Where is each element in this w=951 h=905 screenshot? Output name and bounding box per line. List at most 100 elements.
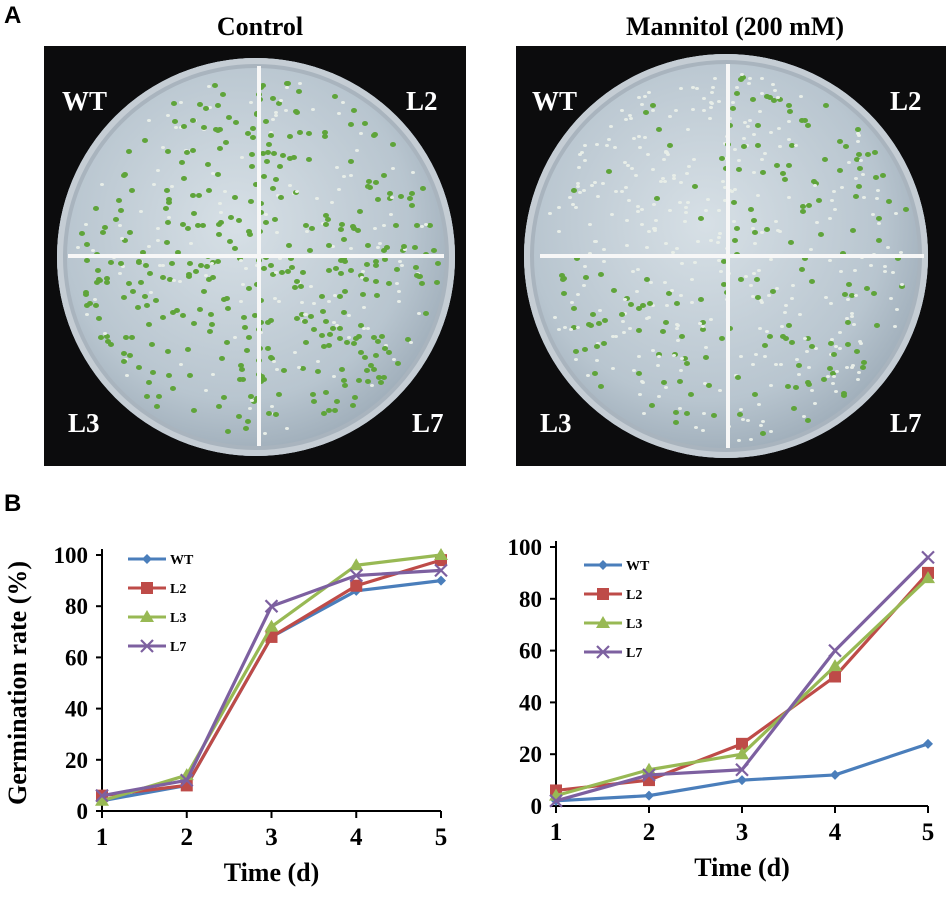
seedling (695, 87, 700, 90)
seedling (84, 302, 91, 308)
seedling (339, 366, 346, 372)
seedling (226, 239, 233, 245)
seedling (673, 301, 680, 307)
seedling (241, 314, 248, 320)
seedling (766, 95, 773, 101)
seedling (849, 365, 854, 369)
seedling (574, 256, 581, 262)
seedling (814, 220, 819, 224)
data-point-l7 (549, 794, 563, 808)
seedling (632, 136, 637, 140)
seedling (395, 281, 400, 285)
seedling (336, 111, 341, 115)
seedling (224, 306, 231, 312)
seedling (679, 180, 684, 184)
seedling (627, 114, 632, 118)
seedling (215, 231, 222, 237)
seedling (828, 217, 833, 221)
seedling (342, 258, 349, 264)
seedling (321, 130, 328, 136)
seedling (823, 296, 828, 300)
seedling (331, 93, 338, 99)
seedling (197, 262, 204, 268)
seedling (326, 407, 333, 413)
seedling (238, 258, 243, 262)
seedling (852, 322, 857, 326)
seedling (96, 315, 103, 321)
seedling (845, 342, 852, 348)
seedling (690, 301, 695, 305)
seedling (210, 172, 215, 176)
seedling (678, 333, 685, 339)
seedling (389, 142, 396, 147)
seedling (215, 171, 222, 177)
seedling (371, 334, 378, 340)
seedling (218, 210, 223, 214)
quadrant-label-l2: L2 (890, 86, 922, 116)
seedling (141, 137, 148, 143)
seedling (239, 155, 244, 159)
seedling (582, 274, 589, 280)
seedling (138, 210, 143, 214)
mannitol-germination-chart: 0 20 40 60 80 100 1 2 3 4 5 Time (d) WT L2 L3 L7 (508, 535, 935, 882)
seedling (274, 270, 279, 274)
seedling (700, 320, 707, 326)
seedling (298, 311, 305, 317)
seedling (269, 130, 274, 134)
seedling (637, 355, 642, 359)
seedling (716, 258, 721, 262)
seedling (837, 330, 842, 334)
seedling (245, 286, 252, 292)
seedling (827, 340, 834, 346)
seedling (261, 174, 268, 180)
seedling (362, 305, 367, 309)
seedling (889, 296, 893, 300)
seedling (826, 374, 831, 378)
seedling (115, 197, 122, 203)
seedling (745, 144, 750, 148)
seedling (581, 347, 588, 353)
seedling (637, 95, 642, 99)
seedling (830, 382, 835, 386)
seedling (786, 137, 791, 141)
seedling (127, 230, 134, 236)
seedling (372, 279, 379, 285)
seedling (380, 173, 387, 179)
seedling (188, 242, 193, 246)
seedling (722, 198, 727, 202)
data-point-wt (644, 790, 654, 801)
seedling (802, 255, 809, 261)
seedling (770, 97, 777, 103)
seedling (656, 394, 661, 398)
seedling (679, 293, 684, 297)
seedling (790, 284, 795, 288)
seedling (337, 258, 344, 264)
seedling (420, 225, 425, 229)
x-tick-label: 4 (829, 819, 842, 846)
seedling (221, 296, 228, 302)
seedling (376, 375, 383, 381)
seedling (274, 231, 279, 235)
seedling (628, 116, 633, 120)
seedling (769, 384, 774, 388)
seedling (839, 269, 844, 273)
seedling (125, 373, 130, 377)
seedling (361, 120, 368, 126)
seedling (754, 123, 761, 129)
seedling (232, 195, 239, 201)
seedling (788, 239, 795, 245)
seedling (332, 293, 337, 297)
seedling (760, 77, 765, 81)
seedling (340, 378, 347, 384)
seedling (752, 133, 757, 137)
seedling (121, 295, 128, 301)
seedling (259, 150, 266, 156)
seedling (390, 195, 395, 199)
seedling (146, 271, 153, 277)
seedling (730, 105, 737, 111)
seedling (143, 393, 150, 399)
seedling (686, 127, 691, 131)
seedling (337, 326, 344, 332)
seedling (141, 293, 148, 299)
seedling (190, 117, 197, 123)
